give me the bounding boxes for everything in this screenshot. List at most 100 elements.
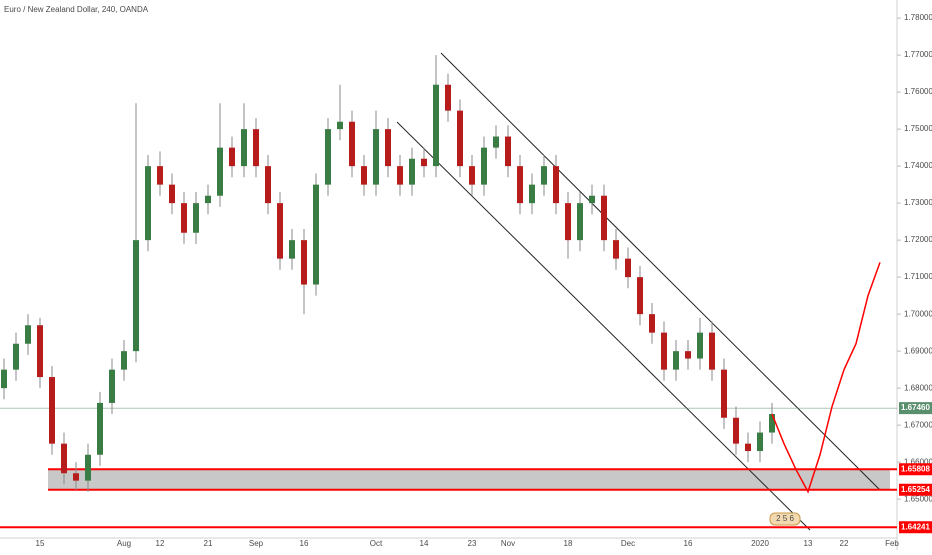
candle-body <box>301 240 307 285</box>
y-tick-label: 1.78000 <box>904 13 932 22</box>
candle-body <box>373 129 379 185</box>
y-tick-label: 1.77000 <box>904 50 932 59</box>
candle-body <box>241 129 247 167</box>
x-tick-label: Dec <box>621 539 635 548</box>
candle-body <box>565 203 571 241</box>
candle-body <box>1 369 7 389</box>
channel-lower <box>396 121 811 531</box>
x-tick-label: 23 <box>468 539 477 548</box>
candle-body <box>553 166 559 204</box>
candle-body <box>661 332 667 370</box>
candle-body <box>13 343 19 370</box>
candle-body <box>673 351 679 370</box>
candle-body <box>421 158 427 167</box>
candle-body <box>649 314 655 333</box>
candle-body <box>433 84 439 167</box>
candle-body <box>289 240 295 259</box>
y-tick-label: 1.67000 <box>904 420 932 429</box>
candle-body <box>97 402 103 455</box>
candle-body <box>313 184 319 285</box>
level-tag <box>899 402 932 415</box>
badge <box>769 512 801 526</box>
candle-body <box>541 166 547 185</box>
candle-body <box>733 417 739 444</box>
candle-body <box>685 351 691 359</box>
candle-body <box>337 121 343 130</box>
level-label: 1.65808 <box>901 464 930 473</box>
x-tick-label: Oct <box>370 539 383 548</box>
y-tick-label: 1.70000 <box>904 309 932 318</box>
y-tick-label: 1.68000 <box>904 383 932 392</box>
candle-body <box>133 240 139 352</box>
x-tick-label: Aug <box>117 539 131 548</box>
candle-body <box>385 129 391 167</box>
x-tick-label: Sep <box>249 539 264 548</box>
candle-body <box>25 325 31 344</box>
candle-body <box>709 332 715 370</box>
candle-body <box>277 203 283 259</box>
candle-body <box>85 454 91 481</box>
candle-body <box>613 240 619 259</box>
candle-body <box>349 121 355 167</box>
y-tick-label: 1.71000 <box>904 272 932 281</box>
channel-upper <box>440 52 881 491</box>
y-tick-label: 1.76000 <box>904 87 932 96</box>
support-zone <box>48 469 890 490</box>
candle-body <box>493 136 499 148</box>
candle-body <box>157 166 163 185</box>
candle-body <box>577 203 583 241</box>
x-tick-label: 22 <box>840 539 849 548</box>
candle-body <box>757 432 763 452</box>
x-tick-label: 16 <box>684 539 693 548</box>
candle-body <box>145 166 151 241</box>
candle-body <box>469 166 475 185</box>
level-label: 1.64241 <box>901 522 930 531</box>
candle-body <box>697 332 703 359</box>
candle-body <box>517 166 523 204</box>
candle-body <box>37 325 43 378</box>
x-tick-label: 16 <box>300 539 309 548</box>
projection-line <box>771 262 881 494</box>
candle-body <box>265 166 271 204</box>
candle-body <box>205 195 211 204</box>
y-tick-label: 1.73000 <box>904 198 932 207</box>
level-tag <box>899 463 932 476</box>
y-tick-label: 1.65000 <box>904 494 932 503</box>
x-tick-label: Nov <box>501 539 515 548</box>
level-tag <box>899 483 932 496</box>
candle-body <box>169 184 175 204</box>
candle-body <box>529 184 535 204</box>
x-tick-label: 21 <box>204 539 213 548</box>
candle-body <box>193 203 199 233</box>
candle-body <box>61 443 67 474</box>
candle-body <box>109 369 115 403</box>
candle-body <box>49 377 55 444</box>
candle-body <box>409 158 415 185</box>
x-tick-label: 14 <box>420 539 429 548</box>
badge-label: 2 5 6 <box>776 514 794 523</box>
candle-body <box>445 84 451 111</box>
candle-body <box>625 258 631 278</box>
candle-body <box>601 195 607 241</box>
candle-body <box>745 443 751 452</box>
candle-body <box>457 110 463 167</box>
candle-body <box>397 166 403 185</box>
candle-body <box>589 195 595 204</box>
candle-body <box>361 166 367 185</box>
candle-body <box>217 147 223 196</box>
candle-body <box>637 277 643 315</box>
x-tick-label: 12 <box>156 539 165 548</box>
candle-body <box>769 414 775 433</box>
x-tick-label: 13 <box>804 539 813 548</box>
candle-body <box>73 473 79 481</box>
x-tick-label: 2020 <box>751 539 769 548</box>
y-tick-label: 1.75000 <box>904 124 932 133</box>
y-tick-label: 1.69000 <box>904 346 932 355</box>
candle-body <box>505 136 511 167</box>
y-tick-label: 1.72000 <box>904 235 932 244</box>
candle-body <box>181 203 187 233</box>
candle-body <box>325 129 331 185</box>
level-tag <box>899 521 932 534</box>
